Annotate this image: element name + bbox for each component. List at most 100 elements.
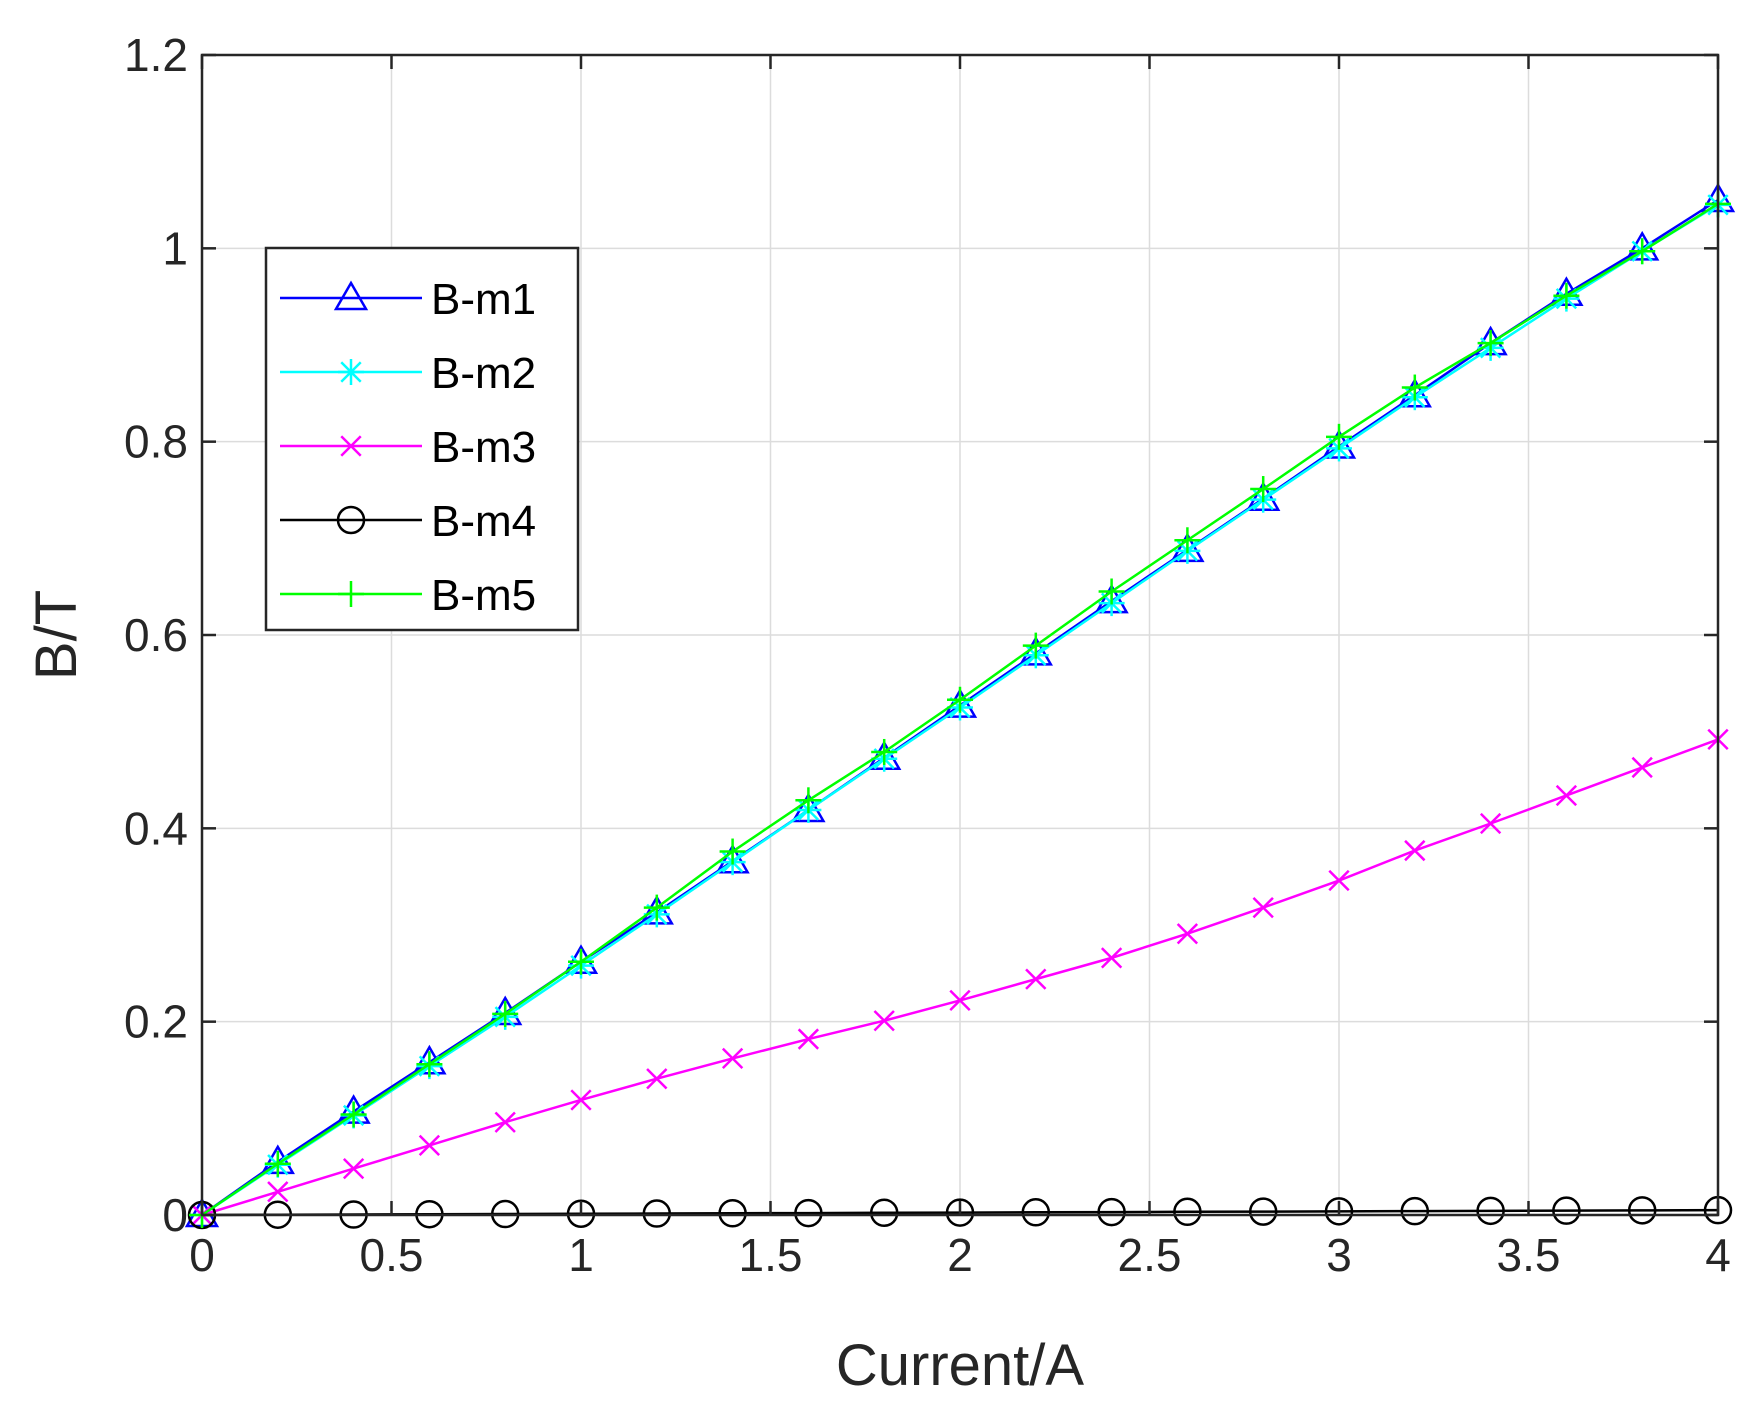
data-point-B-m3 xyxy=(873,1010,895,1032)
data-point-B-m4 xyxy=(1248,1197,1278,1226)
data-point-B-m5 xyxy=(871,738,898,765)
data-point-B-m3-stroke xyxy=(1176,923,1199,945)
data-point-B-m5 xyxy=(643,894,670,921)
x-tick-label: 0.5 xyxy=(360,1229,424,1281)
data-point-B-m3-stroke xyxy=(418,1134,441,1157)
legend-marker xyxy=(333,280,369,311)
data-point-B-m3 xyxy=(1025,968,1047,990)
data-point-B-m4 xyxy=(1021,1198,1051,1227)
data-point-B-m3-stroke xyxy=(1404,839,1426,862)
data-point-B-m5 xyxy=(1250,476,1277,503)
legend-item: B-m5 xyxy=(280,571,536,620)
data-point-B-m3 xyxy=(949,989,971,1012)
data-point-B-m4 xyxy=(566,1199,596,1228)
legend-label: B-m5 xyxy=(431,571,536,620)
data-point-B-m5 xyxy=(416,1051,443,1078)
data-point-B-m4 xyxy=(642,1199,672,1228)
data-point-B-m3 xyxy=(494,1111,516,1133)
x-tick-label: 1 xyxy=(568,1229,594,1281)
data-point-B-m5 xyxy=(492,1000,519,1027)
data-point-B-m3-stroke xyxy=(873,1010,895,1032)
data-point-B-m3 xyxy=(1328,869,1350,892)
x-tick-label: 1.5 xyxy=(739,1229,803,1281)
legend-marker-stroke xyxy=(340,435,362,457)
data-point-B-m3 xyxy=(1252,896,1274,919)
legend-marker xyxy=(340,435,362,457)
y-tick-label: 0.6 xyxy=(124,609,188,661)
legend-item: B-m1 xyxy=(280,275,536,324)
data-point-B-m4 xyxy=(1324,1197,1354,1226)
legend-marker xyxy=(336,505,366,535)
data-point-B-m5 xyxy=(1022,632,1049,659)
data-point-B-m3-stroke xyxy=(949,989,971,1012)
legend-label: B-m4 xyxy=(431,497,536,546)
data-point-B-m5 xyxy=(1629,238,1656,265)
data-point-B-m3 xyxy=(646,1068,668,1090)
data-point-B-m4 xyxy=(1400,1196,1430,1226)
x-tick-label: 3.5 xyxy=(1497,1229,1561,1281)
data-point-B-m3-stroke xyxy=(267,1181,289,1203)
legend-label: B-m3 xyxy=(431,423,536,472)
y-tick-label: 0 xyxy=(162,1189,188,1241)
data-point-B-m3 xyxy=(418,1134,441,1157)
data-point-B-m3-stroke xyxy=(1252,896,1274,919)
data-point-B-m5 xyxy=(1174,527,1201,554)
data-point-B-m3-stroke xyxy=(494,1111,516,1133)
x-tick-label: 4 xyxy=(1705,1229,1731,1281)
data-point-B-m5 xyxy=(1326,423,1352,450)
data-point-B-m5 xyxy=(264,1150,291,1177)
x-tick-label: 3 xyxy=(1326,1229,1352,1281)
data-point-B-m3 xyxy=(570,1089,592,1111)
data-point-B-m5 xyxy=(719,838,746,865)
tick-labels: 0 0.5 1 1.5 2 2.5 3 3.5 4 0 0.2 0.4 0.6 0.8 1 1.2 xyxy=(124,29,1731,1281)
data-point-B-m4 xyxy=(1097,1197,1126,1227)
y-tick-label: 0.2 xyxy=(124,996,188,1048)
data-point-B-m3 xyxy=(342,1157,365,1180)
series-B-m3 xyxy=(191,728,1729,1226)
series-B-m5 xyxy=(189,190,1731,1228)
y-tick-label: 0.4 xyxy=(124,802,188,854)
data-point-B-m3-stroke xyxy=(1328,869,1350,892)
data-point-B-m4 xyxy=(869,1198,899,1228)
data-point-B-m4 xyxy=(1173,1197,1202,1227)
legend-item: B-m4 xyxy=(280,497,536,546)
x-axis-title: Current/A xyxy=(836,1333,1085,1398)
data-point-B-m3 xyxy=(267,1181,289,1203)
data-point-B-m3-stroke xyxy=(342,1157,365,1180)
data-point-B-m3-stroke xyxy=(646,1068,668,1090)
data-point-B-m5 xyxy=(1401,374,1428,401)
data-point-B-m3-stroke xyxy=(570,1089,592,1111)
data-point-B-m3 xyxy=(1479,812,1502,835)
data-point-B-m3-stroke xyxy=(1025,968,1047,990)
data-point-B-m4 xyxy=(1552,1196,1581,1225)
legend-marker xyxy=(338,359,364,385)
x-tick-label: 2.5 xyxy=(1118,1229,1182,1281)
x-tick-label: 2 xyxy=(947,1229,973,1281)
data-point-B-m3-stroke xyxy=(721,1047,744,1070)
data-point-B-m4 xyxy=(1476,1196,1505,1226)
x-tick-label: 0 xyxy=(189,1229,215,1281)
legend-item: B-m2 xyxy=(280,349,536,398)
data-point-B-m3-stroke xyxy=(1479,812,1502,835)
ticks xyxy=(200,53,1720,1217)
data-point-B-m3 xyxy=(721,1047,744,1070)
data-point-B-m5 xyxy=(795,787,822,814)
legend-label: B-m1 xyxy=(431,275,536,324)
legend-label: B-m2 xyxy=(431,349,536,398)
data-point-B-m4 xyxy=(1627,1196,1657,1225)
y-tick-label: 0.8 xyxy=(124,416,188,468)
data-point-B-m5 xyxy=(568,948,594,975)
y-tick-label: 1 xyxy=(162,222,188,274)
data-point-B-m5 xyxy=(1098,578,1125,605)
data-point-B-m3 xyxy=(1176,923,1199,945)
data-point-B-m3-stroke xyxy=(1631,756,1653,779)
data-point-B-m5 xyxy=(1477,330,1504,357)
data-point-B-m5 xyxy=(947,686,973,713)
legend: B-m1 B-m2 B-m3 B-m4 B-m5 xyxy=(264,246,580,632)
y-tick-label: 1.2 xyxy=(124,29,188,81)
data-point-B-m3 xyxy=(1100,947,1123,969)
data-point-B-m4 xyxy=(718,1199,747,1228)
data-point-B-m3-stroke xyxy=(1555,784,1578,807)
data-point-B-m4 xyxy=(945,1198,975,1227)
